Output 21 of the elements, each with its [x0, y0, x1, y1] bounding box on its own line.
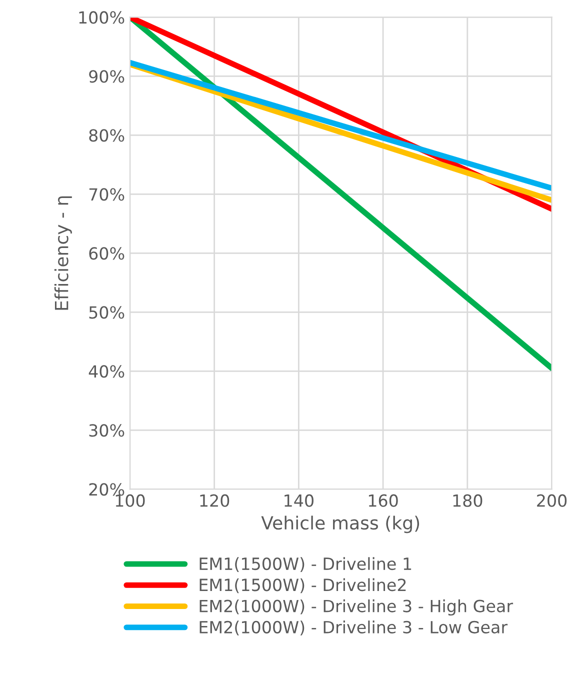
y-tick-label: 90% — [89, 70, 124, 83]
legend-label: EM1(1500W) - Driveline 1 — [200, 557, 412, 572]
y-tick-label: 60% — [89, 247, 124, 260]
legend-label: EM2(1000W) - Driveline 3 - Low Gear — [200, 620, 508, 636]
x-tick-label: 140 — [284, 494, 314, 507]
x-tick-label: 200 — [537, 494, 567, 507]
x-tick-label: 100 — [116, 494, 145, 507]
y-tick-label: 50% — [89, 306, 124, 319]
y-tick-label: 40% — [88, 365, 124, 378]
x-axis-title: Vehicle mass (kg) — [261, 516, 420, 534]
y-axis-title: Efficiency - η — [54, 196, 72, 310]
y-tick-label: 30% — [89, 424, 124, 437]
y-tick-label: 20% — [89, 483, 124, 496]
y-tick-label: 70% — [89, 188, 124, 201]
y-tick-label: 100% — [79, 11, 124, 24]
legend-label: EM2(1000W) - Driveline 3 - High Gear — [200, 599, 514, 616]
y-tick-label: 80% — [89, 129, 124, 142]
x-tick-label: 120 — [200, 494, 230, 507]
x-tick-label: 180 — [453, 494, 482, 507]
x-tick-label: 160 — [368, 494, 398, 507]
legend-label: EM1(1500W) - Driveline2 — [200, 578, 406, 594]
